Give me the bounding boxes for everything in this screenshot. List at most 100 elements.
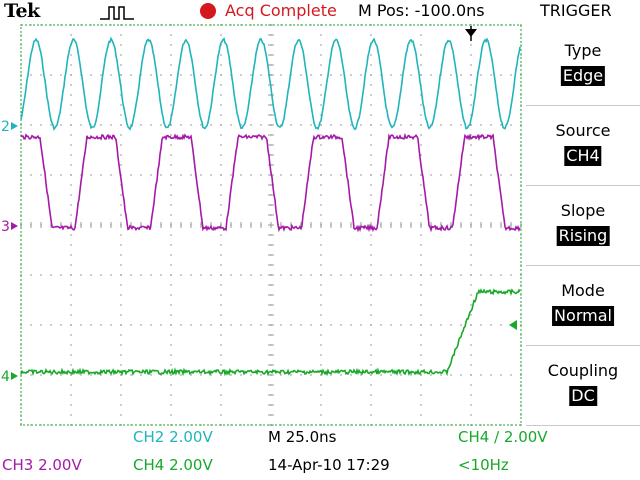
grid-dot <box>90 274 92 276</box>
grid-dot <box>470 74 472 76</box>
grid-dot <box>430 374 432 376</box>
grid-dot <box>30 274 32 276</box>
grid-dot <box>110 124 112 126</box>
grid-dot <box>490 274 492 276</box>
grid-dot <box>440 124 442 126</box>
grid-dot <box>170 34 172 36</box>
grid-dot <box>50 274 52 276</box>
ch3-scale-readout: CH3 2.00V <box>2 456 82 474</box>
grid-dot <box>120 394 122 396</box>
grid-dot <box>70 164 72 166</box>
grid-dot <box>440 324 442 326</box>
grid-dot <box>170 204 172 206</box>
grid-dot <box>370 404 372 406</box>
grid-dot <box>300 274 302 276</box>
grid-dot <box>170 344 172 346</box>
grid-dot <box>500 324 502 326</box>
grid-dot <box>130 124 132 126</box>
grid-dot <box>90 174 92 176</box>
grid-dot <box>470 284 472 286</box>
grid-dot <box>410 124 412 126</box>
grid-dot <box>120 374 122 376</box>
grid-dot <box>230 274 232 276</box>
waveform-display[interactable]: 2 3 4 <box>0 0 526 430</box>
grid-dot <box>120 314 122 316</box>
ch4-ground-marker[interactable]: 4 <box>1 369 18 385</box>
grid-dot <box>480 324 482 326</box>
grid-dot <box>410 374 412 376</box>
grid-dot <box>120 284 122 286</box>
menu-item-source[interactable]: Source CH4 <box>526 105 640 186</box>
grid-dot <box>210 74 212 76</box>
grid-dot <box>80 124 82 126</box>
grid-dot <box>110 74 112 76</box>
grid-dot <box>220 64 222 66</box>
grid-dot <box>420 334 422 336</box>
grid-dot <box>470 294 472 296</box>
ch3-ground-marker[interactable]: 3 <box>1 219 18 235</box>
grid-dot <box>80 324 82 326</box>
grid-dot <box>370 174 372 176</box>
grid-dot <box>470 114 472 116</box>
grid-dot <box>370 304 372 306</box>
grid-dot <box>220 34 222 36</box>
grid-dot <box>390 74 392 76</box>
grid-dot <box>70 194 72 196</box>
grid-dot <box>420 144 422 146</box>
grid-dot <box>350 74 352 76</box>
grid-dot <box>470 414 472 416</box>
grid-dot <box>210 274 212 276</box>
grid-dot <box>160 74 162 76</box>
grid-dot <box>410 174 412 176</box>
grid-dot <box>220 384 222 386</box>
grid-dot <box>260 374 262 376</box>
grid-dot <box>510 374 512 376</box>
grid-dot <box>420 124 422 126</box>
grid-dot <box>370 384 372 386</box>
grid-dot <box>220 244 222 246</box>
grid-dot <box>40 174 42 176</box>
grid-dot <box>30 74 32 76</box>
svg-text:3: 3 <box>1 219 10 235</box>
grid-dot <box>370 154 372 156</box>
grid-dot <box>470 304 472 306</box>
menu-item-coupling[interactable]: Coupling DC <box>526 345 640 426</box>
grid-dot <box>480 274 482 276</box>
menu-item-mode[interactable]: Mode Normal <box>526 265 640 346</box>
grid-dot <box>220 204 222 206</box>
ch2-ground-marker[interactable]: 2 <box>1 119 18 135</box>
grid-dot <box>210 374 212 376</box>
trigger-menu: Type Edge Source CH4 Slope Rising Mode N… <box>526 25 640 426</box>
grid-dot <box>50 324 52 326</box>
grid-dot <box>370 324 372 326</box>
grid-dot <box>420 214 422 216</box>
grid-dot <box>410 274 412 276</box>
grid-dot <box>90 74 92 76</box>
grid-dot <box>150 324 152 326</box>
grid-dot <box>320 184 322 186</box>
menu-item-slope[interactable]: Slope Rising <box>526 185 640 266</box>
grid-dot <box>90 374 92 376</box>
grid-dot <box>350 274 352 276</box>
grid-dot <box>160 274 162 276</box>
grid-dot <box>360 324 362 326</box>
menu-item-type[interactable]: Type Edge <box>526 25 640 106</box>
grid-dot <box>130 274 132 276</box>
grid-dot <box>170 354 172 356</box>
grid-dot <box>40 124 42 126</box>
grid-dot <box>480 74 482 76</box>
grid-dot <box>420 184 422 186</box>
grid-dot <box>70 244 72 246</box>
grid-dot <box>20 214 22 216</box>
grid-dot <box>320 124 322 126</box>
grid-dot <box>330 74 332 76</box>
grid-dot <box>240 174 242 176</box>
grid-dot <box>170 194 172 196</box>
grid-dot <box>70 34 72 36</box>
grid-dot <box>400 124 402 126</box>
grid-dot <box>50 124 52 126</box>
grid-dot <box>470 404 472 406</box>
grid-dot <box>20 184 22 186</box>
grid-dot <box>320 114 322 116</box>
grid-dot <box>140 324 142 326</box>
